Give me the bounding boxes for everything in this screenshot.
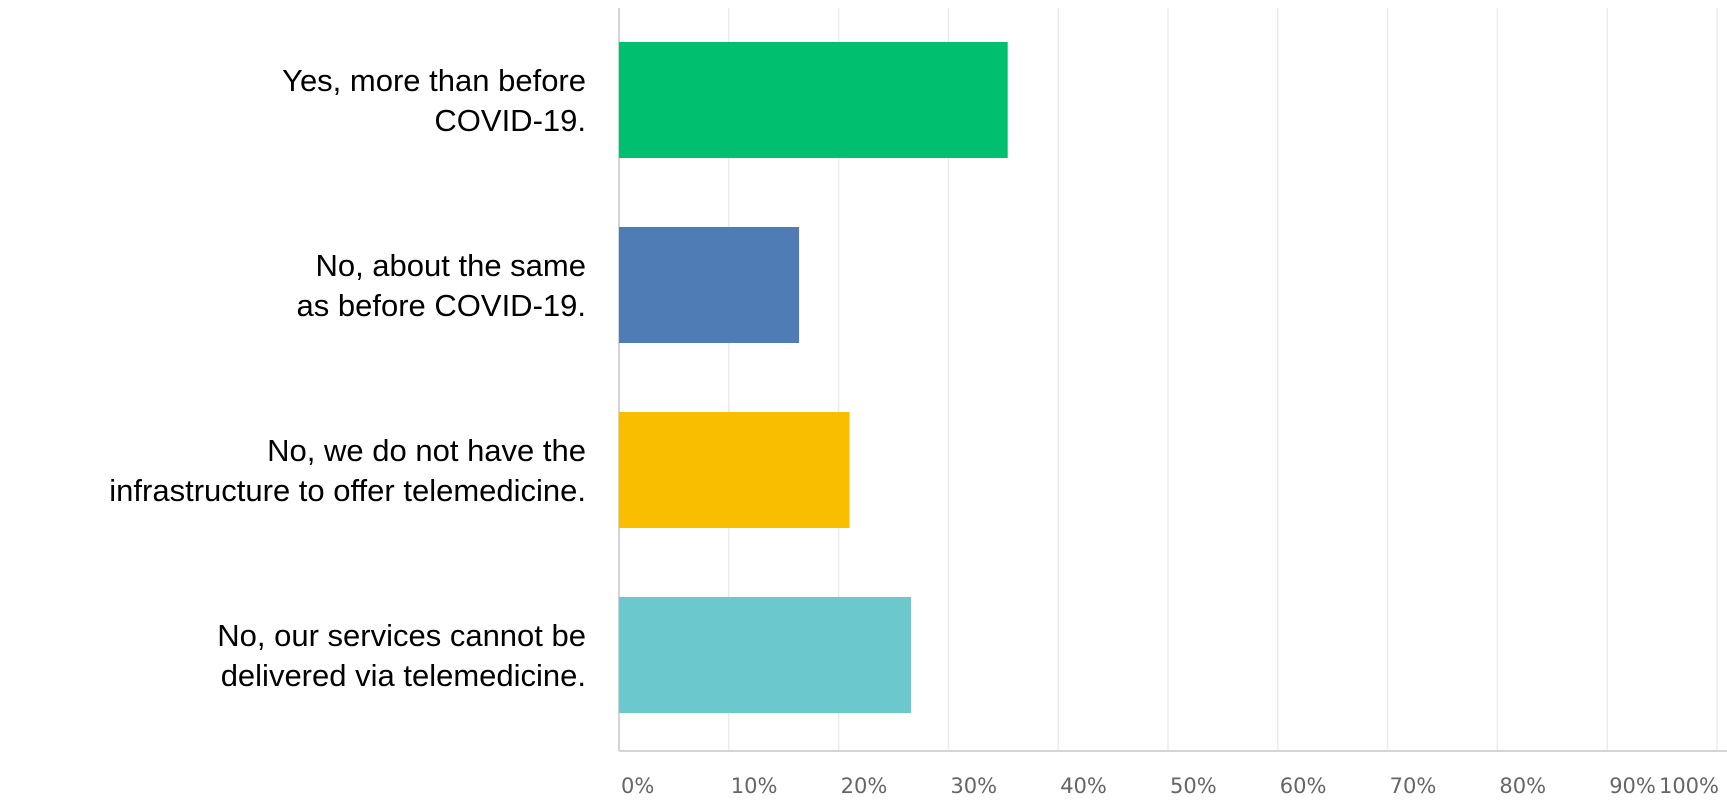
bar xyxy=(619,227,800,343)
category-label: Yes, more than before COVID-19. xyxy=(282,63,586,138)
x-tick-label: 0% xyxy=(621,774,654,798)
x-tick-label: 30% xyxy=(950,774,997,798)
bar xyxy=(619,412,850,528)
x-tick-label: 20% xyxy=(841,774,888,798)
category-label: No, about the same as before COVID-19. xyxy=(297,248,586,323)
x-tick-label: 100% xyxy=(1659,774,1719,798)
x-tick-label: 80% xyxy=(1499,774,1546,798)
bar xyxy=(619,597,912,713)
bar xyxy=(619,42,1008,158)
x-tick-label: 90% xyxy=(1609,774,1656,798)
x-tick-label: 50% xyxy=(1170,774,1217,798)
x-tick-label: 10% xyxy=(731,774,778,798)
category-label: No, we do not have the infrastructure to … xyxy=(109,433,586,508)
x-tick-label: 70% xyxy=(1390,774,1437,798)
x-tick-label: 40% xyxy=(1060,774,1107,798)
category-label: No, our services cannot be delivered via … xyxy=(217,618,586,693)
x-tick-label: 60% xyxy=(1280,774,1327,798)
